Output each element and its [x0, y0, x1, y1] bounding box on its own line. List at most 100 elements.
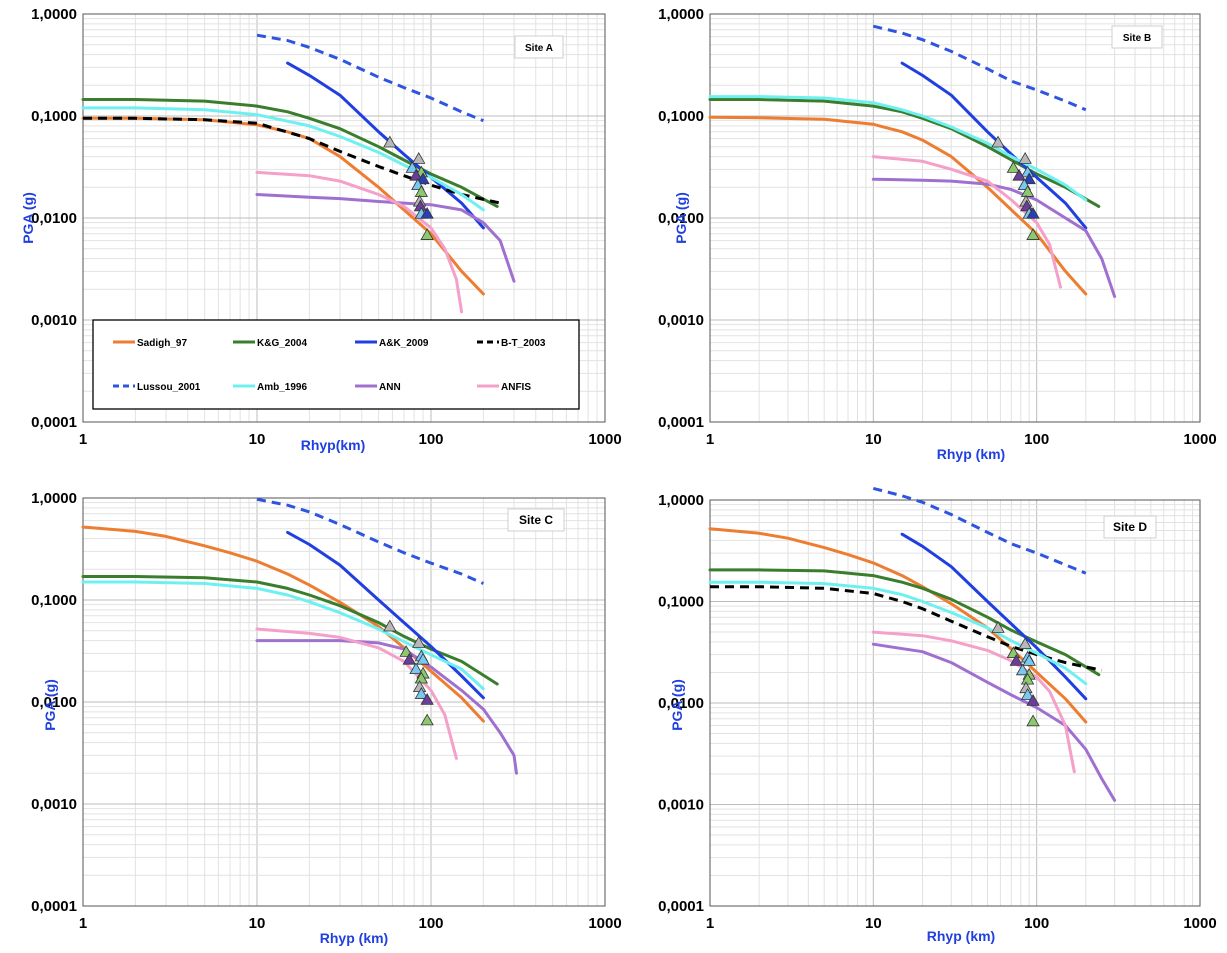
- y-axis-label: PGA (g): [673, 192, 689, 244]
- series-line-lussou-2001: [256, 33, 484, 123]
- observations: [991, 621, 1040, 727]
- y-axis-label: PGA (g): [42, 679, 58, 731]
- observation-point: [1026, 694, 1040, 706]
- y-tick-label: 0,1000: [31, 592, 77, 609]
- observation-point: [1018, 152, 1032, 164]
- series-line-k-g-2004: [81, 98, 499, 208]
- series-line-anfis: [255, 627, 458, 760]
- y-tick-label: 0,0010: [658, 312, 704, 329]
- site-label-box: [507, 508, 565, 532]
- observation-point: [1022, 172, 1036, 185]
- legend: Sadigh_97 K&G_2004 A&K_2009 B-T_2003 Lussou_…: [92, 319, 580, 410]
- observation-point: [1012, 168, 1026, 181]
- panel-site-d: 1 10 100 1000 1,0000 0,1000 0,0100 0,0010 0,0001…: [658, 486, 1217, 944]
- series-line-amb-1996: [708, 580, 1088, 686]
- series-line-sadigh-97: [81, 525, 485, 723]
- y-tick-label: 1,0000: [31, 6, 77, 23]
- series-line-anfis: [871, 155, 1062, 289]
- y-tick-label: 0,0001: [658, 414, 704, 431]
- legend-label-amb-1996: Amb_1996: [257, 382, 307, 393]
- y-tick-label: 0,0010: [31, 312, 77, 329]
- x-tick-label: 1000: [1183, 431, 1216, 448]
- observation-point: [383, 619, 397, 632]
- y-tick-label: 0,0100: [31, 210, 77, 227]
- series-line-amb-1996: [81, 106, 485, 212]
- x-tick-label: 100: [1024, 915, 1049, 932]
- series-line-anfis: [871, 630, 1076, 774]
- y-tick-label: 0,0001: [658, 898, 704, 915]
- observation-point: [1026, 206, 1040, 219]
- y-tick-label: 1,0000: [658, 6, 704, 23]
- plot-frame: [709, 499, 1201, 907]
- x-axis-label: Rhyp (km): [937, 446, 1005, 462]
- y-tick-label: 0,0001: [31, 898, 77, 915]
- plot-frame: [709, 13, 1201, 423]
- x-tick-label: 10: [865, 915, 882, 932]
- observation-point: [412, 152, 426, 164]
- x-tick-label: 1: [706, 915, 714, 932]
- observation-point: [414, 687, 429, 699]
- y-tick-label: 1,0000: [658, 492, 704, 509]
- observations: [991, 135, 1040, 240]
- observation-point: [1015, 663, 1030, 676]
- site-label-box: [514, 35, 564, 59]
- observation-point: [412, 636, 426, 648]
- site-label: Site B: [1123, 33, 1151, 44]
- observation-point: [991, 621, 1005, 633]
- observation-point: [1006, 161, 1021, 173]
- series-line-lussou-2001: [872, 486, 1087, 575]
- x-tick-label: 1: [79, 431, 87, 448]
- observation-point: [405, 161, 419, 173]
- observation-point: [383, 135, 397, 148]
- y-axis-label: PGA (g): [669, 679, 685, 731]
- series-line-k-g-2004: [708, 98, 1101, 208]
- site-label: Site A: [525, 43, 553, 54]
- legend-label-ann: ANN: [379, 382, 401, 393]
- site-label: Site D: [1113, 520, 1147, 534]
- observation-point: [1026, 714, 1040, 727]
- y-tick-label: 0,1000: [658, 108, 704, 125]
- x-axis-label: Rhyp (km): [320, 930, 388, 946]
- observation-point: [420, 713, 434, 726]
- y-tick-label: 0,0100: [31, 694, 77, 711]
- observation-point: [420, 206, 434, 219]
- series-line-ann: [871, 642, 1117, 802]
- site-label-box: [1111, 25, 1163, 49]
- plot-frame: [82, 497, 606, 907]
- series-line-ann: [255, 639, 518, 775]
- observation-point: [416, 652, 430, 665]
- observations: [383, 135, 434, 240]
- x-axis-label: Rhyp(km): [301, 437, 366, 453]
- observations: [383, 619, 434, 726]
- series-line-k-g-2004: [708, 568, 1101, 677]
- observation-point: [416, 172, 430, 185]
- x-tick-label: 1: [79, 915, 87, 932]
- x-tick-label: 10: [865, 431, 882, 448]
- series-line-b-t-2003: [83, 116, 501, 205]
- site-label-box: [1103, 515, 1157, 539]
- series-line-b-t-2003: [710, 585, 1103, 672]
- observation-point: [402, 652, 416, 665]
- observation-point: [1020, 185, 1035, 197]
- observation-point: [1009, 654, 1023, 666]
- observation-point: [1020, 688, 1035, 700]
- x-tick-label: 1: [706, 431, 714, 448]
- panel-site-b: 1 10 100 1000 1,0000 0,1000 0,0100 0,0010 0,0001…: [658, 6, 1217, 462]
- y-tick-label: 0,1000: [658, 594, 704, 611]
- y-tick-label: 1,0000: [31, 490, 77, 507]
- x-tick-label: 100: [418, 915, 443, 932]
- x-tick-label: 100: [418, 431, 443, 448]
- legend-label-lussou-2001: Lussou_2001: [137, 382, 201, 393]
- observation-point: [409, 662, 423, 675]
- observation-point: [414, 671, 429, 684]
- observation-point: [414, 185, 429, 197]
- legend-label-k-g-2004: K&G_2004: [257, 338, 307, 349]
- series-line-lussou-2001: [256, 497, 484, 585]
- observation-point: [1022, 654, 1036, 666]
- plot-frame: [82, 13, 606, 423]
- series-line-anfis: [255, 170, 464, 314]
- y-tick-label: 0,0100: [658, 695, 704, 712]
- y-tick-label: 0,0100: [658, 210, 704, 227]
- y-tick-label: 0,0010: [31, 796, 77, 813]
